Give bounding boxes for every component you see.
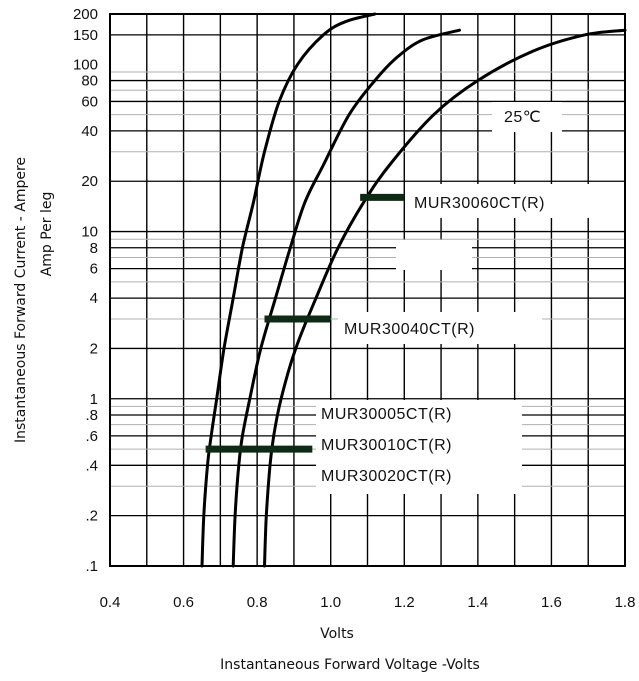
x-tick-label: 1.4	[467, 594, 488, 611]
label-background	[406, 184, 616, 218]
series-curve-1	[200, 12, 377, 568]
x-axis-title-line1: Volts	[320, 626, 354, 642]
y-tick-label: 10	[81, 224, 98, 241]
y-tick-label: .4	[85, 457, 98, 474]
series-curve-2	[231, 28, 461, 568]
label-background	[338, 312, 542, 344]
series-label-mur30040: MUR30040CT(R)	[344, 321, 475, 338]
y-tick-label: 150	[73, 27, 98, 44]
label-background	[396, 240, 472, 270]
x-tick-label: 1.0	[320, 594, 341, 611]
y-tick-label: .1	[85, 558, 98, 575]
y-tick-label: 40	[81, 123, 98, 140]
y-tick-label: 200	[73, 6, 98, 23]
y-tick-label: 60	[81, 93, 98, 110]
x-tick-label: 1.2	[394, 594, 415, 611]
x-axis-title-line2: Instantaneous Forward Voltage -Volts	[220, 657, 480, 673]
x-tick-labels: 0.4 0.6 0.8 1.0 1.2 1.4 1.6 1.8	[100, 594, 636, 611]
label-backgrounds	[316, 102, 616, 494]
y-axis-title-line2: Amp Per leg	[39, 192, 55, 277]
y-tick-label: 4	[90, 290, 98, 307]
series-label-mur30060: MUR30060CT(R)	[414, 195, 545, 212]
y-tick-label: 6	[90, 261, 98, 278]
series-label-mur30020: MUR30020CT(R)	[321, 468, 452, 485]
plot-frame	[109, 13, 626, 567]
y-tick-label: 1	[90, 391, 98, 408]
y-tick-label: 100	[73, 56, 98, 73]
temperature-label: 25℃	[504, 109, 541, 126]
y-tick-label: .8	[85, 407, 98, 424]
label-background	[492, 102, 562, 132]
x-tick-label: 0.8	[247, 594, 268, 611]
series-label-mur30010: MUR30010CT(R)	[321, 437, 452, 454]
series-label-mur30005: MUR30005CT(R)	[321, 406, 452, 423]
x-tick-label: 0.4	[100, 594, 121, 611]
y-tick-label: 20	[81, 173, 98, 190]
series-markers	[205, 193, 405, 453]
x-tick-label: 0.6	[173, 594, 194, 611]
y-tick-label: .2	[85, 508, 98, 525]
label-background	[316, 400, 522, 494]
x-tick-label: 1.8	[615, 594, 636, 611]
y-axis-title-line1: Instantaneous Forward Current - Ampere	[13, 157, 29, 443]
curves	[200, 12, 627, 568]
series-curve-3	[263, 28, 627, 568]
y-tick-label: 2	[90, 340, 98, 357]
y-tick-label: 8	[90, 240, 98, 257]
x-tick-label: 1.6	[541, 594, 562, 611]
y-tick-label: 80	[81, 73, 98, 90]
y-tick-label: .6	[85, 428, 98, 445]
